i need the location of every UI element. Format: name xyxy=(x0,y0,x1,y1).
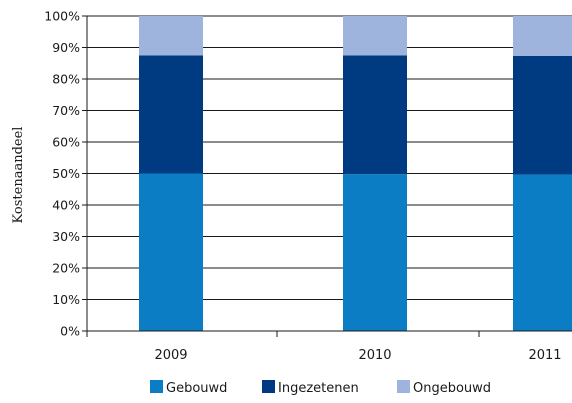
y-tick-label: 90% xyxy=(52,40,80,55)
y-tick-label: 40% xyxy=(52,198,80,213)
y-tick-label: 100% xyxy=(44,9,80,24)
x-tick-label: 2009 xyxy=(154,348,187,363)
y-tick-label: 20% xyxy=(52,261,80,276)
legend-swatch-ingezetenen xyxy=(262,380,275,393)
x-tick-label: 2010 xyxy=(358,348,391,363)
bar-segment-gebouwd-2011 xyxy=(513,174,572,331)
bar-segment-ingezetenen-2010 xyxy=(343,55,407,175)
y-tick-label: 30% xyxy=(52,229,80,244)
legend: Gebouwd Ingezetenen Ongebouwd xyxy=(150,380,491,396)
bar-segment-gebouwd-2010 xyxy=(343,174,407,331)
legend-swatch-gebouwd xyxy=(150,380,163,393)
axes xyxy=(82,15,572,337)
bar-segment-ongebouwd-2010 xyxy=(343,16,407,56)
y-tick-label: 50% xyxy=(52,166,80,181)
bar-segment-ingezetenen-2009 xyxy=(139,55,203,174)
bar-segment-gebouwd-2009 xyxy=(139,173,203,331)
bar-segment-ongebouwd-2011 xyxy=(513,16,572,57)
y-axis-title: Kostenaandeel xyxy=(11,127,26,224)
bars xyxy=(139,16,572,331)
x-tick-label: 2011 xyxy=(528,348,561,363)
y-tick-label: 0% xyxy=(60,324,80,339)
x-tick-labels: 2009 2010 2011 xyxy=(154,348,561,363)
y-tick-label: 80% xyxy=(52,72,80,87)
bar-segment-ongebouwd-2009 xyxy=(139,16,203,56)
bar-segment-ingezetenen-2011 xyxy=(513,56,572,175)
legend-label: Ingezetenen xyxy=(278,381,359,396)
legend-label: Gebouwd xyxy=(166,381,227,396)
y-tick-label: 70% xyxy=(52,103,80,118)
legend-label: Ongebouwd xyxy=(413,381,491,396)
y-tick-label: 60% xyxy=(52,135,80,150)
y-tick-label: 10% xyxy=(52,292,80,307)
legend-swatch-ongebouwd xyxy=(397,380,410,393)
y-tick-labels: 0% 10% 20% 30% 40% 50% 60% 70% 80% 90% 100% xyxy=(44,9,80,339)
